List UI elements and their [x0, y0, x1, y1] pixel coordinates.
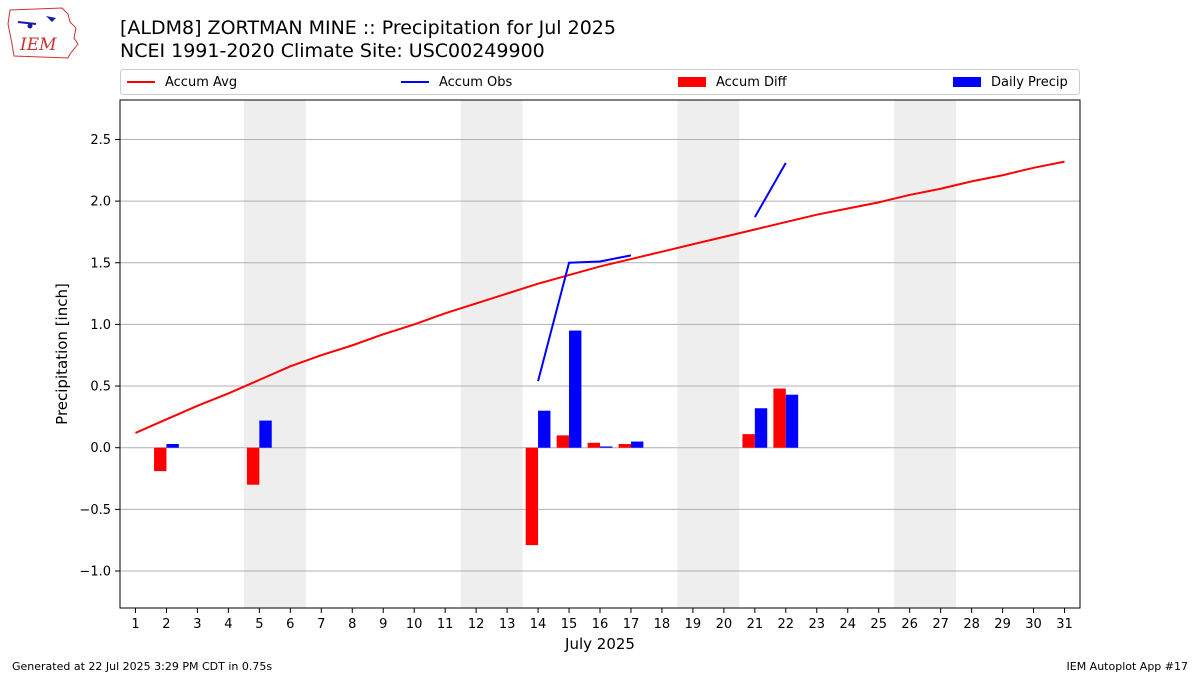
x-tick-label: 24 [839, 617, 856, 632]
legend-swatch [678, 77, 706, 87]
x-tick-label: 1 [131, 617, 139, 632]
accum-diff-bar [154, 447, 167, 472]
x-tick-label: 17 [623, 617, 640, 632]
daily-precip-bar [569, 330, 582, 448]
accum-avg-line [135, 160, 1065, 434]
x-tick-label: 8 [348, 617, 356, 632]
bars [154, 330, 799, 546]
legend-item-daily-precip: Daily Precip [953, 70, 1068, 94]
accum-obs-line [537, 254, 632, 382]
accum-diff-bar [742, 434, 755, 448]
y-tick-label: 2.0 [90, 195, 111, 210]
accum-diff-bar [773, 388, 786, 448]
footer-app: IEM Autoplot App #17 [1066, 660, 1189, 673]
legend-item-accum-avg: Accum Avg [127, 70, 237, 94]
legend-swatch [401, 81, 429, 83]
weekend-band [243, 100, 306, 608]
daily-precip-bar [538, 410, 551, 448]
iem-logo: IEM [7, 7, 79, 59]
x-tick-label: 28 [963, 617, 980, 632]
y-tick-label: 2.5 [90, 133, 111, 148]
x-tick-label: 16 [592, 617, 609, 632]
weather-station-icon [17, 21, 37, 25]
legend-label: Accum Avg [165, 74, 238, 90]
x-axis-label: July 2025 [564, 635, 635, 653]
x-tick-label: 7 [317, 617, 325, 632]
legend-label: Accum Obs [439, 74, 513, 90]
x-tick-label: 25 [870, 617, 887, 632]
daily-precip-bar [754, 408, 768, 448]
legend-label: Accum Diff [716, 74, 787, 90]
x-tick-label: 9 [379, 617, 387, 632]
daily-precip-bar [259, 420, 272, 448]
x-tick-label: 12 [468, 617, 485, 632]
wind-vane-icon [46, 16, 56, 22]
daily-precip-bar [630, 441, 644, 448]
x-tick-label: 10 [406, 617, 423, 632]
legend: Accum Avg Accum Obs Accum Diff Daily Pre… [120, 69, 1080, 95]
x-tick-label: 4 [224, 617, 232, 632]
accum-diff-bar [556, 435, 570, 448]
x-tick-label: 21 [747, 617, 764, 632]
y-ticks: −1.0 −0.5 0.0 0.5 1.0 1.5 2.0 2.5 [79, 133, 120, 580]
legend-item-accum-diff: Accum Diff [678, 70, 787, 94]
footer-generated: Generated at 22 Jul 2025 3:29 PM CDT in … [12, 660, 273, 673]
x-tick-label: 13 [499, 617, 516, 632]
accum-diff-bar [618, 444, 631, 448]
accum-diff-bar [525, 447, 539, 546]
weekend-shading [243, 100, 957, 608]
x-tick-label: 5 [255, 617, 263, 632]
weekend-band [460, 100, 523, 608]
x-tick-label: 26 [901, 617, 918, 632]
accum-obs-line [753, 162, 787, 218]
y-tick-label: −1.0 [79, 565, 111, 580]
y-tick-label: −0.5 [79, 503, 111, 518]
x-tick-label: 22 [778, 617, 795, 632]
logo-text: IEM [19, 35, 57, 55]
x-tick-label: 3 [193, 617, 201, 632]
x-tick-label: 18 [654, 617, 671, 632]
x-tick-label: 19 [685, 617, 702, 632]
x-tick-label: 23 [809, 617, 826, 632]
x-tick-label: 27 [932, 617, 949, 632]
x-tick-label: 30 [1025, 617, 1042, 632]
state-outline-icon [7, 7, 79, 59]
weekend-band [894, 100, 957, 608]
y-axis-label: Precipitation [inch] [53, 283, 71, 425]
x-tick-label: 29 [994, 617, 1011, 632]
chart-title: [ALDM8] ZORTMAN MINE :: Precipitation fo… [120, 17, 616, 39]
legend-swatch [953, 77, 981, 87]
x-tick-label: 14 [530, 617, 547, 632]
weekend-band [677, 100, 740, 608]
daily-precip-bar [166, 444, 179, 448]
legend-item-accum-obs: Accum Obs [401, 70, 512, 94]
daily-precip-bar [600, 446, 613, 448]
legend-label: Daily Precip [991, 74, 1068, 90]
accum-diff-bar [246, 447, 260, 485]
daily-precip-bar [785, 394, 799, 448]
y-tick-label: 1.0 [90, 318, 111, 333]
x-tick-label: 31 [1056, 617, 1073, 632]
x-ticks: 1 2 3 4 5 6 7 8 9 10 11 12 13 14 15 16 17 18 19 20 21 22 23 24 2… [131, 608, 1073, 632]
x-tick-label: 11 [437, 617, 454, 632]
accum-diff-bar [587, 442, 600, 448]
x-tick-label: 2 [162, 617, 170, 632]
lines [135, 160, 1065, 434]
y-tick-label: 0.5 [90, 380, 111, 395]
x-tick-label: 6 [286, 617, 294, 632]
station-dot-icon [27, 23, 33, 29]
y-tick-label: 1.5 [90, 256, 111, 271]
y-tick-label: 0.0 [90, 441, 111, 456]
x-tick-label: 20 [716, 617, 733, 632]
legend-swatch [127, 81, 155, 83]
x-tick-label: 15 [561, 617, 578, 632]
chart-subtitle: NCEI 1991-2020 Climate Site: USC00249900 [120, 40, 545, 62]
